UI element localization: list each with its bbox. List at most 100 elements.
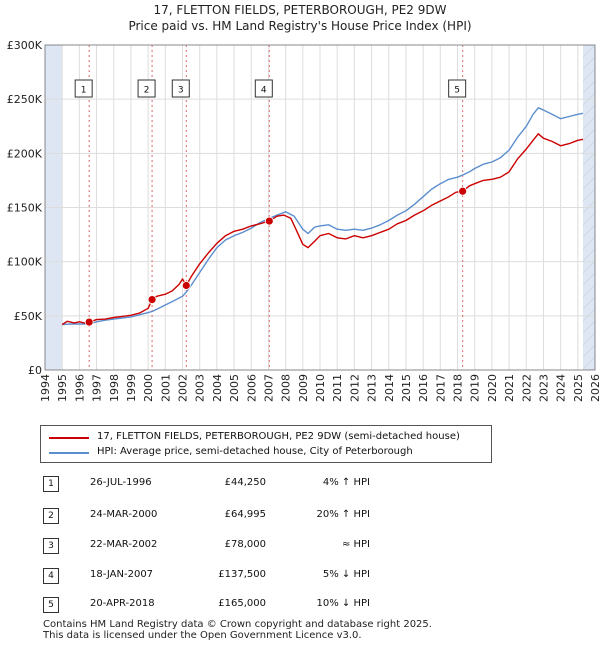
transaction-hpi-comparison: 4% ↑ HPI: [322, 477, 370, 488]
transaction-label-box: [254, 79, 273, 98]
x-tick-label: 2017: [434, 374, 447, 402]
hatch-line: [582, 80, 596, 94]
transaction-date: 18-JAN-2007: [90, 569, 154, 580]
transaction-hpi-comparison: ≈ HPI: [341, 539, 370, 550]
transaction-label: 3: [178, 86, 184, 96]
table-row: 2 24-MAR-2000 £64,995 20% ↑ HPI: [0, 507, 600, 527]
hatch-line: [582, 356, 596, 370]
hatch-line: [582, 176, 596, 190]
transaction-price: £165,000: [218, 598, 266, 609]
y-tick-label: £50K: [14, 310, 43, 323]
legend-swatch-price: [49, 437, 89, 439]
x-tick-label: 2020: [486, 374, 499, 402]
hatch-line: [582, 104, 596, 118]
legend-label-hpi: HPI: Average price, semi-detached house,…: [97, 446, 413, 457]
transaction-price: £44,250: [224, 477, 266, 488]
sale-point: [458, 186, 468, 196]
x-tick-label: 2008: [280, 374, 293, 402]
chart-title: 17, FLETTON FIELDS, PETERBOROUGH, PE2 9D…: [153, 3, 447, 17]
x-tick-label: 2005: [228, 374, 241, 402]
sale-point: [264, 216, 274, 226]
hatch-line: [582, 248, 596, 262]
hatch-line: [582, 140, 596, 154]
x-tick-label: 2011: [331, 374, 344, 402]
x-tick-label: 2013: [366, 374, 379, 402]
chart-subtitle: Price paid vs. HM Land Registry's House …: [128, 19, 472, 33]
transaction-hpi-comparison: 5% ↓ HPI: [322, 569, 370, 580]
x-tick-label: 2006: [245, 374, 258, 402]
y-tick-label: £0: [28, 364, 42, 377]
hatch-line: [582, 332, 596, 346]
transaction-price: £137,500: [218, 569, 266, 580]
y-tick-label: £100K: [7, 256, 43, 269]
transaction-date: 26-JUL-1996: [90, 477, 152, 488]
transaction-date: 22-MAR-2002: [90, 539, 158, 550]
hatch-line: [582, 44, 596, 58]
x-tick-label: 2016: [417, 374, 430, 402]
x-tick-label: 2022: [520, 374, 533, 402]
y-tick-label: £150K: [7, 202, 43, 215]
y-tick-label: £200K: [7, 147, 43, 160]
transaction-label: 2: [144, 86, 150, 96]
x-tick-label: 1996: [73, 374, 86, 402]
hatch-line: [582, 68, 596, 82]
hatch-line: [582, 116, 596, 130]
sale-point: [147, 295, 157, 304]
x-tick-label: 2012: [348, 374, 361, 402]
x-tick-label: 2019: [469, 374, 482, 402]
transaction-label: 1: [81, 86, 87, 96]
x-tick-label: 1999: [125, 374, 138, 402]
hatch-line: [582, 260, 596, 274]
table-row: 5 20-APR-2018 £165,000 10% ↓ HPI: [0, 596, 600, 616]
transaction-label: 4: [261, 86, 267, 96]
transaction-label: 5: [454, 86, 460, 96]
transaction-number: 3: [43, 538, 59, 554]
x-tick-label: 1995: [56, 374, 69, 402]
chart-legend: 17, FLETTON FIELDS, PETERBOROUGH, PE2 9D…: [40, 425, 492, 463]
table-row: 4 18-JAN-2007 £137,500 5% ↓ HPI: [0, 567, 600, 587]
hatch-line: [582, 296, 596, 310]
x-tick-label: 2000: [142, 374, 155, 402]
legend-swatch-hpi: [49, 452, 89, 454]
footer-copyright: Contains HM Land Registry data © Crown c…: [43, 619, 432, 630]
table-row: 1 26-JUL-1996 £44,250 4% ↑ HPI: [0, 475, 600, 495]
transaction-label-box: [137, 79, 156, 98]
hatch-line: [582, 128, 596, 142]
x-tick-label: 2018: [452, 374, 465, 402]
transaction-label-box: [74, 79, 93, 98]
transaction-hpi-comparison: 20% ↑ HPI: [316, 509, 370, 520]
hatch-line: [582, 164, 596, 178]
hatch-line: [582, 56, 596, 70]
x-tick-label: 2010: [314, 374, 327, 402]
plot-frame: [44, 44, 596, 371]
hatch-line: [582, 152, 596, 166]
footer-license: This data is licensed under the Open Gov…: [43, 630, 362, 641]
hatch-line: [582, 284, 596, 298]
x-tick-label: 2025: [572, 374, 585, 402]
x-tick-label: 2021: [503, 374, 516, 402]
hatch-line: [582, 272, 596, 286]
transaction-date: 20-APR-2018: [90, 598, 155, 609]
sale-point: [84, 317, 94, 327]
x-tick-label: 2015: [400, 374, 413, 402]
transaction-price: £64,995: [224, 509, 266, 520]
table-row: 3 22-MAR-2002 £78,000 ≈ HPI: [0, 537, 600, 557]
legend-label-price: 17, FLETTON FIELDS, PETERBOROUGH, PE2 9D…: [97, 431, 460, 442]
hatch-line: [582, 92, 596, 106]
hatch-line: [582, 200, 596, 214]
x-tick-label: 2001: [159, 374, 172, 402]
hatch-line: [582, 188, 596, 202]
price-paid-line: [61, 133, 584, 326]
x-tick-label: 2004: [211, 374, 224, 402]
transaction-date: 24-MAR-2000: [90, 509, 158, 520]
transaction-number: 1: [43, 476, 59, 492]
x-tick-label: 2014: [383, 374, 396, 402]
transaction-hpi-comparison: 10% ↓ HPI: [316, 598, 370, 609]
x-tick-label: 2026: [589, 374, 600, 402]
x-tick-label: 2007: [262, 374, 275, 402]
hatch-line: [582, 224, 596, 238]
y-tick-label: £300K: [7, 39, 43, 52]
x-tick-label: 2002: [177, 374, 190, 402]
x-tick-label: 2009: [297, 374, 310, 402]
transaction-number: 5: [43, 597, 59, 613]
